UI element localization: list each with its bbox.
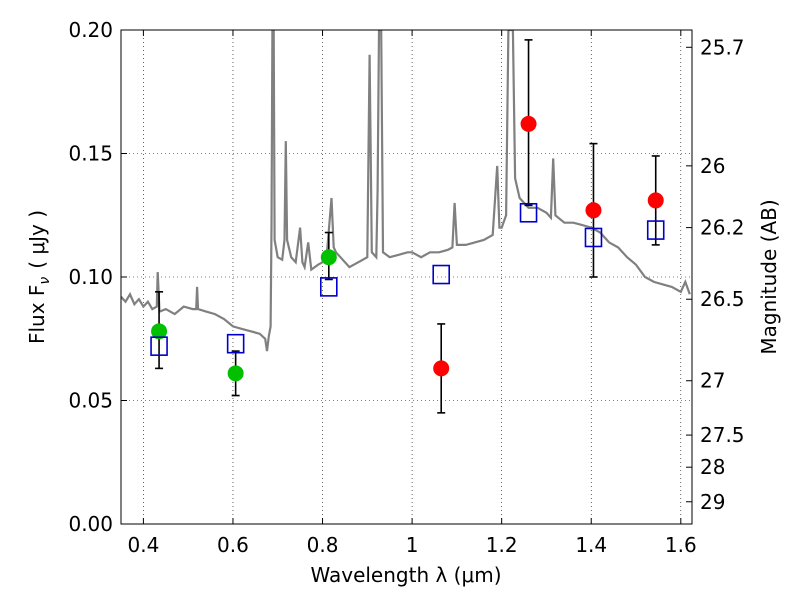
y2-tick-label: 27 (700, 369, 725, 393)
x-axis-title: Wavelength λ (μm) (310, 563, 501, 587)
y2-tick-label: 27.5 (700, 423, 745, 447)
x-tick-label: 1.2 (486, 533, 518, 557)
y-tick-label: 0.00 (68, 512, 113, 536)
y-tick-label: 0.15 (68, 142, 113, 166)
y2-tick-label: 26.5 (700, 287, 745, 311)
x-axis: 0.4 0.6 0.8 1 1.2 1.4 1.6 (127, 30, 697, 557)
x-tick-label: 0.4 (127, 533, 159, 557)
y-tick-label: 0.10 (68, 265, 113, 289)
y2-tick-label: 26 (700, 154, 725, 178)
data-point (520, 115, 537, 132)
x-tick-label: 1 (406, 533, 419, 557)
spectrum-line (121, 30, 691, 352)
y2-tick-label: 29 (700, 490, 725, 514)
data-point (647, 192, 664, 209)
y-axis-title-main: Flux F (25, 285, 49, 344)
y2-tick-label: 26.2 (700, 216, 745, 240)
model-point (226, 333, 245, 354)
x-tick-label: 1.6 (665, 533, 697, 557)
data-point (227, 365, 244, 382)
model-point (584, 227, 603, 248)
model-point (519, 202, 538, 223)
y2-axis: 25.7 26 26.2 26.5 27 27.5 28 29 (686, 35, 745, 514)
model-point (319, 277, 338, 297)
y-axis-title-subscript: ν (37, 277, 53, 285)
model-point (432, 264, 451, 285)
x-tick-label: 0.8 (307, 533, 339, 557)
y-tick-label: 0.05 (68, 389, 113, 413)
data-point (585, 202, 602, 219)
plot-frame (120, 29, 693, 525)
data-point (320, 249, 337, 266)
data-point (433, 360, 450, 377)
y2-tick-label: 28 (700, 455, 725, 479)
y2-axis-title: Magnitude (AB) (757, 199, 781, 354)
plot-area (121, 30, 691, 352)
x-tick-label: 1.4 (575, 533, 607, 557)
y-tick-label: 0.20 (68, 18, 113, 42)
x-tick-label: 0.6 (217, 533, 249, 557)
data-markers (150, 115, 665, 382)
data-point (151, 323, 168, 340)
grid-lines (121, 30, 692, 524)
model-point (150, 336, 168, 356)
y-axis-title: Flux Fν ( μJy ) (25, 210, 53, 344)
y-axis-title-unit: ( μJy ) (25, 210, 49, 269)
model-point (646, 220, 665, 240)
y2-tick-label: 25.7 (700, 35, 745, 59)
y-axis: 0.00 0.05 0.10 0.15 0.20 (68, 18, 127, 536)
